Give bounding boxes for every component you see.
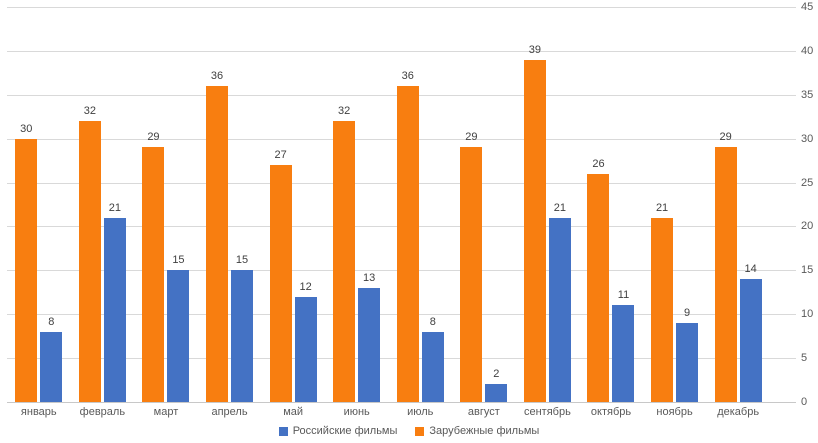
bar-value-label: 13 (363, 271, 376, 284)
bar-value-label: 29 (719, 131, 732, 144)
y-tick-label: 25 (801, 176, 814, 189)
bar-value-label: 8 (429, 315, 436, 328)
y-tick-label: 20 (801, 220, 814, 233)
bar-group: 29 2 (452, 7, 516, 402)
x-axis-label: октябрь (590, 406, 632, 418)
plot-area: 30 8 32 21 29 15 36 15 27 12 32 13 36 8 29 2 39 21 26 11 21 9… (7, 7, 796, 403)
y-tick-label: 30 (801, 132, 814, 145)
legend-item: Российские фильмы (278, 425, 398, 437)
bar-group: 36 15 (198, 7, 262, 402)
bar: 8 (40, 316, 63, 402)
x-axis-label: ноябрь (656, 406, 693, 418)
bar: 14 (739, 263, 762, 402)
bar-group: 29 14 (706, 7, 770, 402)
x-axis-label: июнь (343, 406, 370, 418)
bar-value-label: 32 (338, 105, 351, 118)
bar-value-label: 29 (147, 131, 160, 144)
bar: 30 (15, 123, 38, 402)
x-axis-label: декабрь (717, 406, 760, 418)
legend-item: Зарубежные фильмы (415, 425, 539, 437)
bar-value-label: 29 (465, 131, 478, 144)
bar: 2 (485, 368, 508, 402)
bar: 36 (206, 70, 229, 402)
bar-value-label: 15 (235, 254, 249, 267)
bar-group: 39 21 (516, 7, 580, 402)
x-axis-label: апрель (211, 406, 248, 418)
gridline (7, 50, 796, 52)
bar: 32 (333, 105, 356, 402)
bar: 15 (167, 254, 190, 402)
bar: 39 (523, 44, 546, 402)
x-axis-label: сентябрь (523, 406, 571, 418)
bar-value-label: 8 (48, 315, 55, 328)
bar-value-label: 2 (493, 368, 500, 381)
bar-group: 32 13 (325, 7, 389, 402)
bar-value-label: 36 (210, 70, 224, 82)
bar: 21 (651, 202, 674, 402)
bar-value-label: 32 (83, 105, 96, 118)
bar: 27 (269, 149, 292, 402)
bar-value-label: 15 (172, 254, 185, 267)
bar-value-label: 21 (108, 201, 121, 214)
bar: 21 (103, 202, 126, 402)
bar: 36 (396, 70, 419, 402)
bar-group: 32 21 (71, 7, 135, 402)
bar-value-label: 27 (274, 149, 287, 161)
bar-value-label: 26 (592, 157, 605, 170)
bar-value-label: 30 (20, 122, 33, 135)
x-axis-label: январь (20, 406, 57, 418)
x-axis-label: март (153, 406, 179, 418)
bar: 8 (421, 316, 444, 402)
bar-groups: 30 8 32 21 29 15 36 15 27 12 32 13 36 8 29 2 39 21 26 11 21 9… (7, 7, 770, 402)
bar: 26 (587, 158, 610, 402)
x-axis-label: июль (407, 406, 434, 418)
y-tick-label: 0 (801, 396, 808, 408)
y-tick-label: 15 (801, 264, 814, 277)
bar: 21 (548, 202, 571, 402)
bar: 9 (676, 307, 699, 402)
bar-value-label: 9 (684, 307, 691, 319)
bar: 32 (78, 105, 101, 402)
x-axis-label: август (467, 406, 500, 418)
legend-label: Российские фильмы (292, 425, 398, 437)
legend-swatch-icon (278, 426, 288, 436)
bar: 12 (294, 281, 317, 402)
bar-value-label: 11 (617, 289, 630, 302)
x-axis: январь февраль март апрель май июнь июль август… (7, 406, 770, 418)
bar: 15 (231, 254, 254, 402)
bar-value-label: 12 (299, 280, 312, 293)
x-axis-label: май (283, 406, 304, 418)
y-tick-label: 35 (801, 88, 814, 101)
y-tick-label: 10 (801, 308, 814, 321)
bar-group: 36 8 (388, 7, 452, 402)
bar: 29 (142, 131, 165, 402)
bar-group: 30 8 (7, 7, 71, 402)
x-axis-label: февраль (79, 406, 126, 418)
bar: 29 (460, 131, 483, 402)
bar-value-label: 39 (528, 43, 542, 56)
bar-group: 29 15 (134, 7, 198, 402)
legend-label: Зарубежные фильмы (429, 425, 540, 437)
legend: Российские фильмы Зарубежные фильмы (0, 425, 818, 437)
bar-value-label: 21 (553, 201, 567, 214)
bar: 29 (714, 131, 737, 402)
bar: 13 (358, 272, 381, 402)
bar-group: 26 11 (579, 7, 643, 402)
bar-group: 27 12 (261, 7, 325, 402)
bar-value-label: 36 (401, 70, 414, 82)
bar-value-label: 14 (744, 263, 757, 276)
bar-group: 21 9 (643, 7, 707, 402)
bar: 11 (612, 289, 635, 402)
y-tick-label: 5 (801, 352, 808, 365)
legend-swatch-icon (415, 426, 425, 436)
x-axis-line (7, 402, 796, 403)
y-tick-label: 40 (801, 44, 814, 57)
y-axis: 0 5 10 15 20 25 30 35 40 45 (801, 0, 818, 443)
y-tick-label: 45 (801, 1, 814, 13)
bar-value-label: 21 (655, 201, 669, 214)
gridline (7, 7, 796, 8)
